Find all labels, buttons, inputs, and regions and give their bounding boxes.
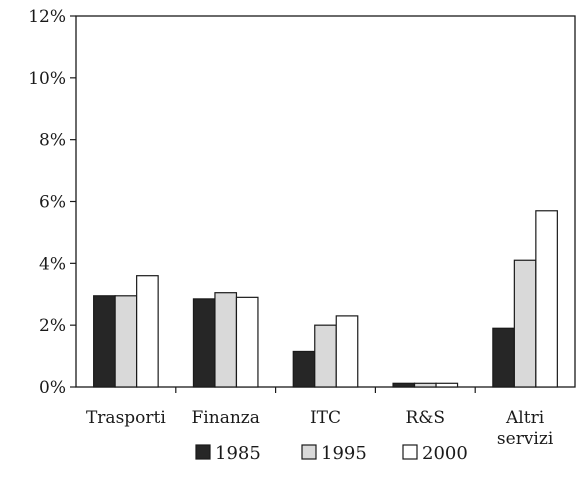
bar-2000-1: [235, 296, 259, 388]
x-category-label: Finanza: [192, 408, 260, 428]
legend-label-1995: 1995: [321, 443, 367, 464]
bar-1995-3: [413, 382, 437, 388]
x-category-label: ITC: [310, 408, 341, 428]
y-tick-label: 2%: [39, 316, 66, 336]
legend-swatch-1995: [301, 444, 317, 460]
bar-1995-2: [314, 324, 337, 388]
y-tick-label: 10%: [28, 69, 66, 89]
y-tick-label: 0%: [39, 378, 66, 398]
y-tick-label: 4%: [39, 254, 66, 274]
x-category-label: Trasporti: [86, 408, 166, 428]
bar-1995-4: [513, 259, 537, 388]
bar-2000-4: [535, 210, 558, 388]
bar-2000-3: [435, 382, 459, 388]
bar-2000-2: [335, 315, 359, 388]
legend-label-1985: 1985: [215, 443, 261, 464]
bar-1985-2: [292, 350, 316, 388]
bar-2000-0: [136, 275, 159, 388]
bar-1985-3: [392, 382, 416, 388]
x-category-label: R&S: [406, 408, 446, 428]
legend: 1985 1995 2000: [195, 443, 468, 464]
bars: [93, 210, 558, 388]
y-tick-label: 6%: [39, 193, 66, 213]
bar-1985-0: [93, 295, 116, 388]
y-tick-label: 8%: [39, 131, 66, 151]
bar-1995-1: [214, 292, 238, 388]
x-category-label: Altri: [505, 408, 545, 428]
y-axis: 0% 2% 4% 6% 8% 10% 12%: [28, 7, 76, 398]
bar-1985-1: [192, 298, 216, 388]
y-tick-label: 12%: [28, 7, 66, 27]
bar-1995-0: [114, 295, 138, 388]
bar-1985-4: [492, 327, 515, 388]
legend-label-2000: 2000: [422, 443, 468, 464]
legend-swatch-1985: [195, 444, 211, 460]
legend-swatch-2000: [402, 444, 418, 460]
x-category-label: servizi: [497, 429, 554, 449]
